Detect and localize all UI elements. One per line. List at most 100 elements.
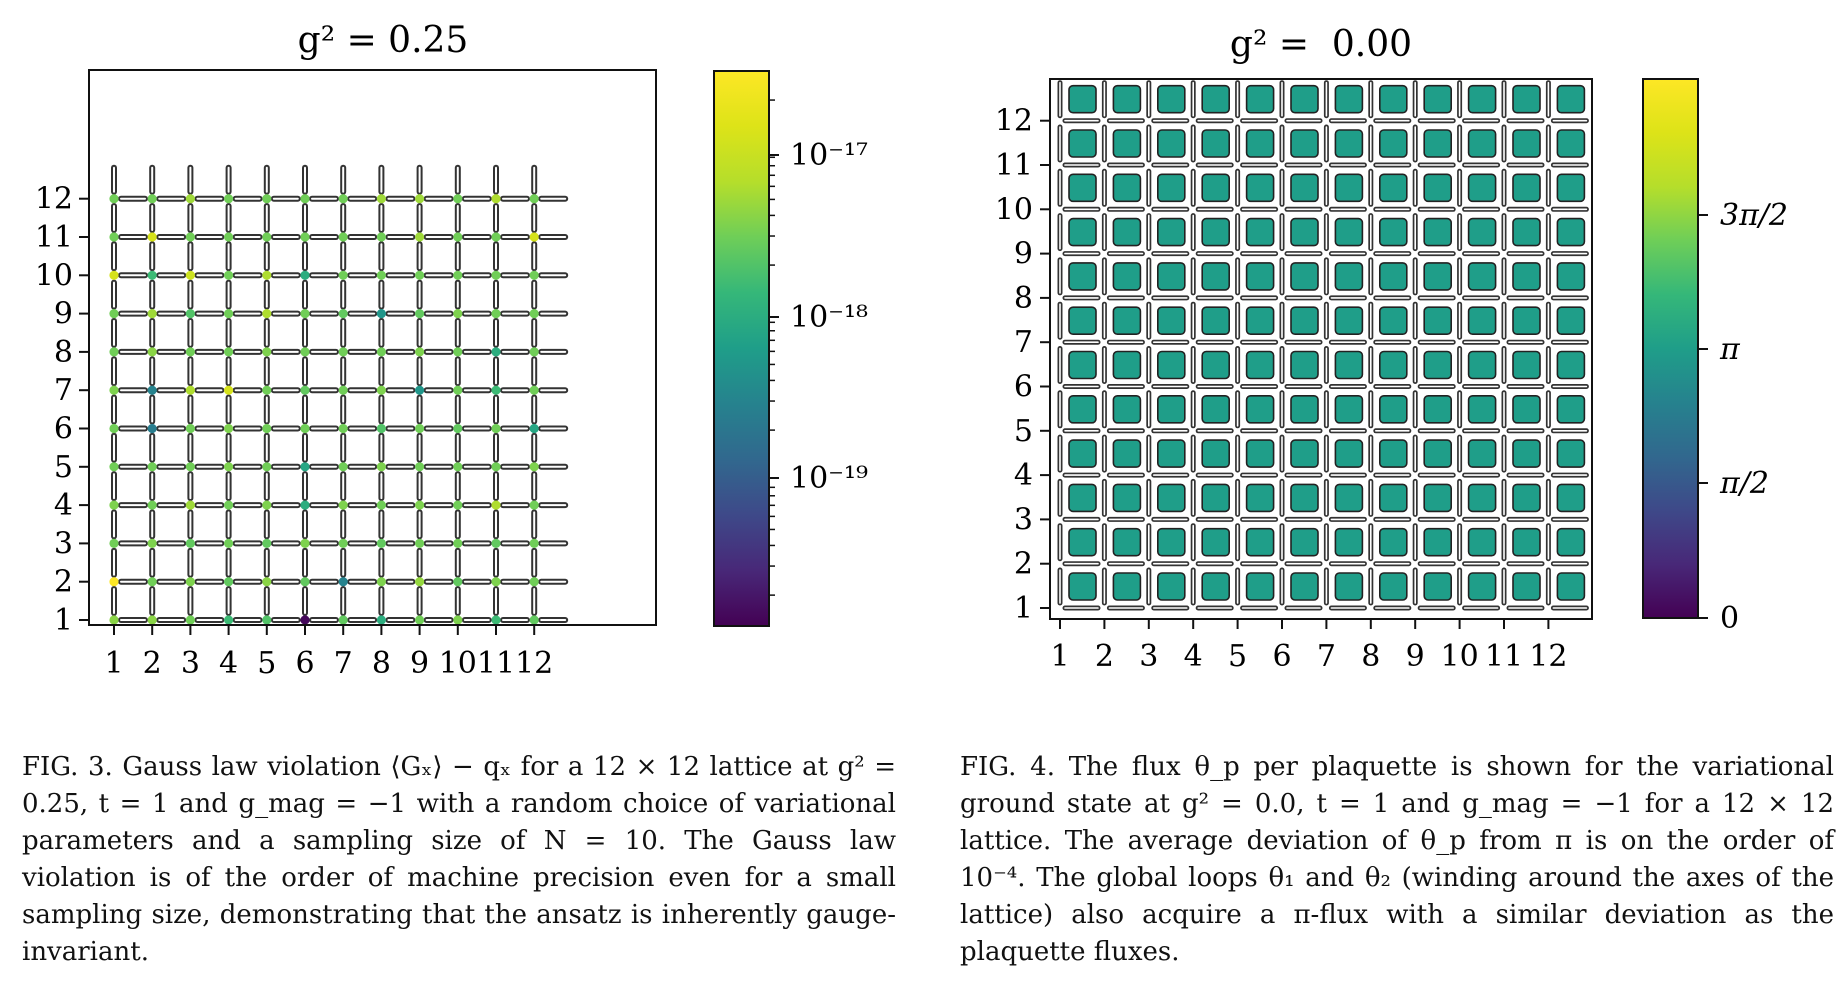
plaquette-square <box>1112 129 1142 158</box>
site-marker <box>491 462 501 472</box>
site-marker <box>415 615 425 625</box>
x-tick-label: 10 <box>1441 639 1479 674</box>
site-marker <box>453 270 463 280</box>
site-marker <box>376 385 386 395</box>
plaquette-square <box>1245 394 1275 424</box>
plaquette-square <box>1379 84 1408 114</box>
site-marker <box>262 385 272 395</box>
site-marker <box>453 577 463 587</box>
plaquette-square <box>1068 129 1097 158</box>
site-marker <box>529 194 539 204</box>
y-tick-label: 4 <box>1014 458 1033 493</box>
site-marker <box>491 347 501 357</box>
site-marker <box>529 232 539 242</box>
plaquette-square <box>1334 483 1364 513</box>
site-marker <box>491 423 501 434</box>
plaquette-square <box>1068 262 1097 291</box>
site-marker <box>529 385 539 395</box>
plaquette-square <box>1423 350 1452 380</box>
site-marker <box>147 577 157 587</box>
plaquette-square <box>1245 527 1275 557</box>
site-marker <box>491 385 501 395</box>
site-marker <box>185 462 195 472</box>
site-markers <box>109 194 539 625</box>
plaquette-square <box>1423 173 1452 203</box>
x-tick-label: 11 <box>1485 639 1523 674</box>
site-marker <box>147 615 157 625</box>
plaquette-square <box>1290 262 1319 291</box>
plaquette-square <box>1379 350 1408 380</box>
site-marker <box>185 500 195 510</box>
colorbar-label: 3π/2 <box>1720 198 1788 233</box>
x-tick-label: 6 <box>295 646 314 681</box>
site-marker <box>185 232 195 242</box>
plaquette-square <box>1512 527 1541 557</box>
y-tick-label: 11 <box>995 148 1033 183</box>
plaquette-square <box>1379 173 1408 203</box>
plaquette-square <box>1512 173 1541 203</box>
plaquette-square <box>1290 483 1319 513</box>
colorbar-label: 10⁻¹⁸ <box>790 300 868 335</box>
site-marker <box>185 270 195 280</box>
site-marker <box>376 270 386 280</box>
site-marker <box>262 194 272 204</box>
plaquette-square <box>1556 84 1586 114</box>
figure-3-caption: FIG. 3. Gauss law violation ⟨Gₓ⟩ − qₓ fo… <box>22 752 896 967</box>
site-marker <box>147 194 157 204</box>
plot-frame-fig3 <box>88 69 657 626</box>
plaquette-square <box>1334 306 1364 336</box>
plaquette-square <box>1423 129 1452 158</box>
plaquette-square <box>1290 439 1319 468</box>
plaquette-square <box>1512 483 1541 513</box>
plaquette-square <box>1112 306 1142 336</box>
site-marker <box>109 500 119 510</box>
site-marker <box>453 500 463 510</box>
site-marker <box>491 538 501 549</box>
site-marker <box>529 347 539 357</box>
y-tick-label: 1 <box>54 603 73 638</box>
site-marker <box>224 232 234 242</box>
site-marker <box>147 500 157 510</box>
x-tick-label: 5 <box>257 646 276 681</box>
site-marker <box>491 500 501 510</box>
colorbar-minor-ticks <box>769 99 775 596</box>
site-marker <box>300 270 310 280</box>
y-tick-label: 3 <box>1014 502 1033 537</box>
plaquette-squares <box>1068 84 1586 601</box>
site-marker <box>338 194 348 204</box>
plaquette-square <box>1379 527 1408 557</box>
plaquette-square <box>1334 217 1364 247</box>
site-marker <box>109 385 119 395</box>
plaquette-square <box>1112 527 1142 557</box>
site-marker <box>529 615 539 625</box>
site-marker <box>224 462 234 472</box>
colorbar-label: π/2 <box>1719 466 1769 501</box>
site-marker <box>338 500 348 510</box>
plaquette-square <box>1201 572 1230 601</box>
site-marker <box>453 538 463 549</box>
site-marker <box>224 577 234 587</box>
plaquette-square <box>1201 394 1230 424</box>
site-marker <box>224 500 234 510</box>
plaquette-square <box>1245 173 1275 203</box>
site-marker <box>147 270 157 280</box>
plaquette-square <box>1334 394 1364 424</box>
x-tick-label: 1 <box>1050 639 1069 674</box>
plaquette-square <box>1112 439 1142 468</box>
site-marker <box>453 347 463 357</box>
plaquette-square <box>1467 217 1497 247</box>
site-marker <box>491 615 501 625</box>
plaquette-square <box>1201 439 1230 468</box>
site-marker <box>453 385 463 395</box>
plaquette-square <box>1467 129 1497 158</box>
site-marker <box>262 309 272 319</box>
y-tick-label: 1 <box>1014 591 1033 626</box>
site-marker <box>415 309 425 319</box>
plaquette-square <box>1512 439 1541 468</box>
site-marker <box>300 309 310 319</box>
x-tick-label: 9 <box>410 646 429 681</box>
x-tick-label: 1 <box>104 646 123 681</box>
y-tick-label: 12 <box>35 182 73 217</box>
colorbar-label: π <box>1719 332 1741 367</box>
plaquette-square <box>1157 262 1186 291</box>
